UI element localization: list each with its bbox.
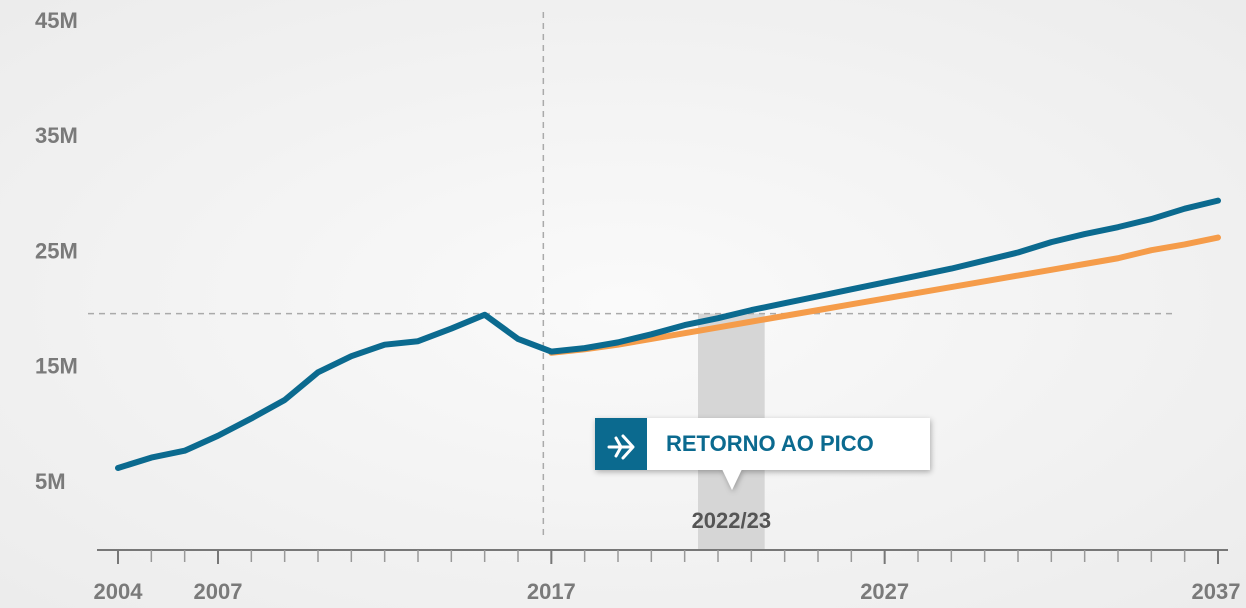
x-tick-label: 2017 — [527, 579, 576, 604]
y-tick-label: 25M — [35, 238, 78, 263]
callout-box — [595, 418, 930, 470]
x-tick-label: 2007 — [194, 579, 243, 604]
y-tick-label: 15M — [35, 354, 78, 379]
plane-icon — [607, 434, 635, 460]
band-label: 2022/23 — [692, 508, 772, 533]
x-tick-label: 2037 — [1192, 579, 1241, 604]
y-tick-label: 35M — [35, 123, 78, 148]
y-tick-label: 45M — [35, 8, 78, 33]
callout-text: RETORNO AO PICO — [666, 431, 874, 456]
series-line — [548, 234, 1221, 356]
series-line — [115, 197, 1221, 471]
x-tick-label: 2027 — [860, 579, 909, 604]
callout — [595, 418, 930, 490]
y-tick-label: 5M — [35, 469, 66, 494]
x-tick-label: 2004 — [94, 579, 144, 604]
callout-pointer — [722, 469, 742, 490]
